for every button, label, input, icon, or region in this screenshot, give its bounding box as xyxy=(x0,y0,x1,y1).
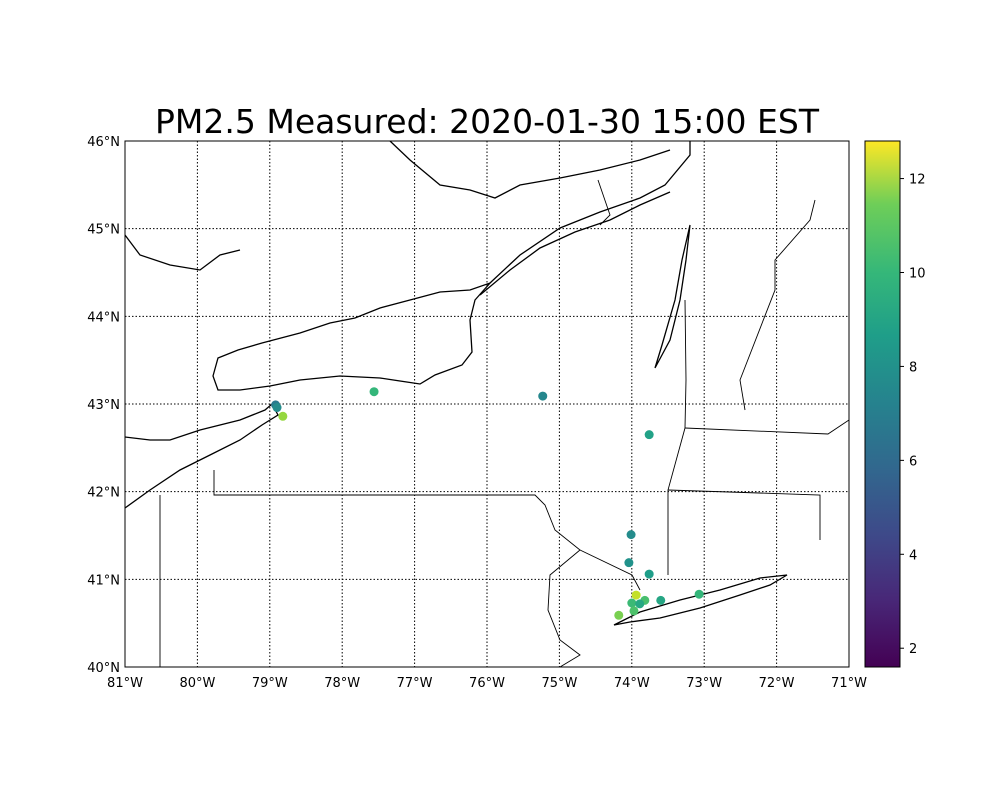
station-point xyxy=(644,569,654,579)
colorbar-tick-label: 4 xyxy=(909,548,917,563)
x-tick-label: 73°W xyxy=(686,676,722,691)
station-point xyxy=(635,599,645,609)
graticule xyxy=(124,140,850,668)
station-point xyxy=(627,598,637,608)
colorbar-ticks: 2 4 6 8 10 12 xyxy=(900,173,926,657)
map-frame xyxy=(124,140,850,668)
y-tick-label: 46°N xyxy=(87,135,120,150)
x-tick-label: 74°W xyxy=(614,676,650,691)
y-tick-label: 41°N xyxy=(87,573,120,588)
colorbar-tick-label: 8 xyxy=(909,360,917,375)
station-point xyxy=(272,403,282,413)
colorbar-tick-label: 2 xyxy=(909,642,917,657)
state-borders xyxy=(159,179,849,667)
colorbar xyxy=(864,140,901,668)
x-tick-label: 79°W xyxy=(252,676,288,691)
station-point xyxy=(624,558,634,568)
x-tick-label: 71°W xyxy=(831,676,867,691)
colorbar-tick-label: 10 xyxy=(909,267,926,282)
station-point xyxy=(629,606,639,616)
x-tick-label: 72°W xyxy=(759,676,795,691)
long-island xyxy=(613,574,788,626)
x-tick-label: 76°W xyxy=(469,676,505,691)
x-tick-label: 81°W xyxy=(107,676,143,691)
st-lawrence xyxy=(489,141,691,284)
station-point xyxy=(278,411,288,421)
colorbar-tick-label: 12 xyxy=(909,173,926,188)
lake-champlain xyxy=(654,224,691,369)
y-tick-label: 40°N xyxy=(87,661,120,676)
y-tick-label: 43°N xyxy=(87,398,120,413)
station-point xyxy=(656,595,666,605)
ottawa-river xyxy=(389,141,671,199)
station-point xyxy=(631,590,641,600)
x-tick-label: 78°W xyxy=(324,676,360,691)
colorbar-tick-label: 6 xyxy=(909,454,917,469)
coastlines xyxy=(125,141,788,626)
x-tick-label: 80°W xyxy=(179,676,215,691)
chart-title: PM2.5 Measured: 2020-01-30 15:00 EST xyxy=(155,102,820,141)
station-point xyxy=(626,530,636,540)
y-tick-label: 45°N xyxy=(87,223,120,238)
lake-erie xyxy=(125,402,279,509)
lake-ontario xyxy=(212,281,493,391)
station-point xyxy=(369,387,379,397)
x-tick-label: 77°W xyxy=(397,676,433,691)
st-lawrence-south xyxy=(479,191,671,296)
station-point xyxy=(538,391,548,401)
x-ticks: 81°W 80°W 79°W 78°W 77°W 76°W 75°W 74°W 73°W 72°W… xyxy=(107,676,867,691)
station-point xyxy=(614,610,624,620)
x-tick-label: 75°W xyxy=(541,676,577,691)
y-tick-label: 42°N xyxy=(87,486,120,501)
y-tick-label: 44°N xyxy=(87,310,120,325)
y-ticks: 40°N 41°N 42°N 43°N 44°N 45°N 46°N xyxy=(87,135,120,676)
station-points xyxy=(271,387,704,620)
station-point xyxy=(694,589,704,599)
station-point xyxy=(644,430,654,440)
georgian-shore xyxy=(125,234,241,271)
